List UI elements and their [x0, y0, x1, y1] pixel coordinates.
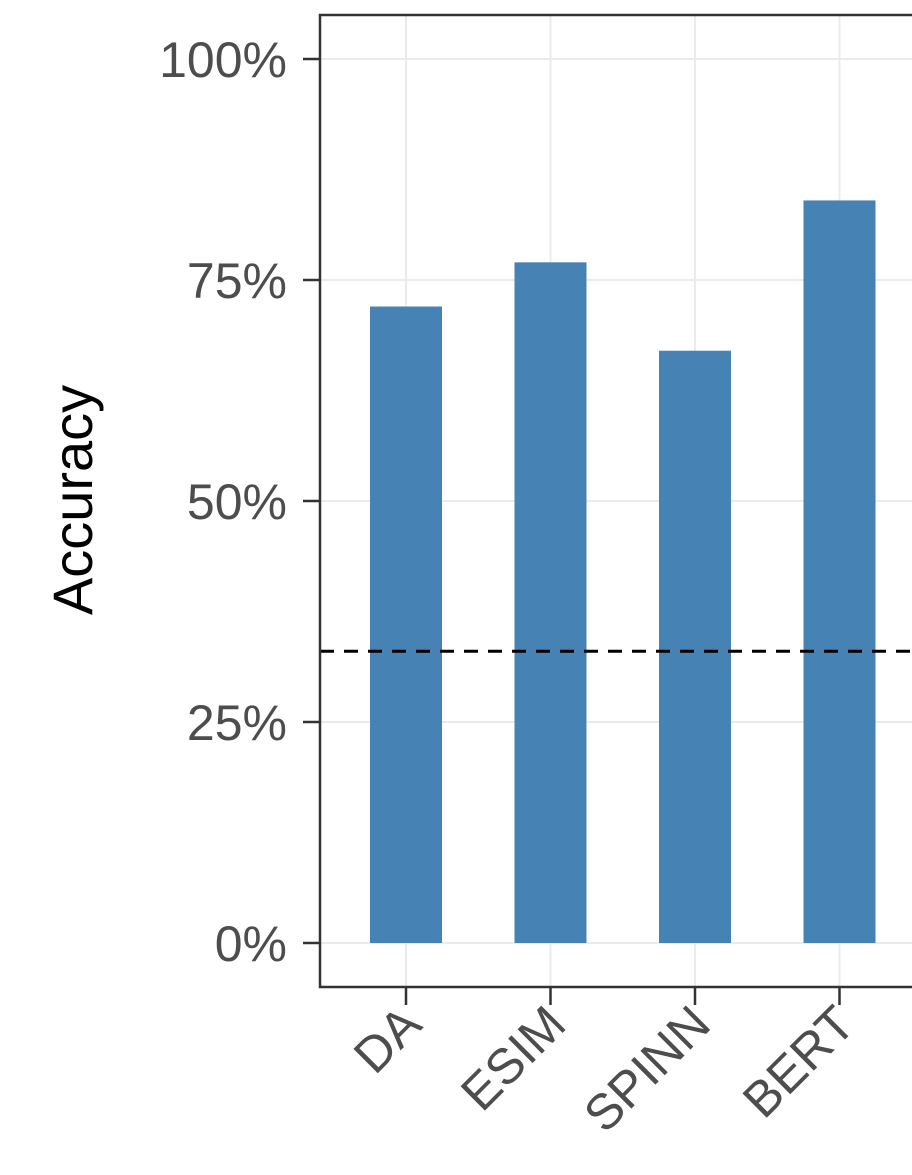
y-tick-label: 100%: [159, 32, 287, 88]
bar-spinn: [659, 350, 731, 944]
y-tick-label: 75%: [187, 253, 287, 309]
bar-da: [370, 306, 442, 943]
y-tick-label: 0%: [215, 916, 287, 972]
y-tick-label: 25%: [187, 695, 287, 751]
y-tick-label: 50%: [187, 474, 287, 530]
bars: [370, 200, 876, 944]
y-axis: 0% 25% 50% 75% 100%: [159, 32, 320, 972]
bar-bert: [803, 200, 876, 943]
y-axis-title: Accuracy: [41, 385, 104, 615]
bar-esim: [514, 262, 587, 943]
